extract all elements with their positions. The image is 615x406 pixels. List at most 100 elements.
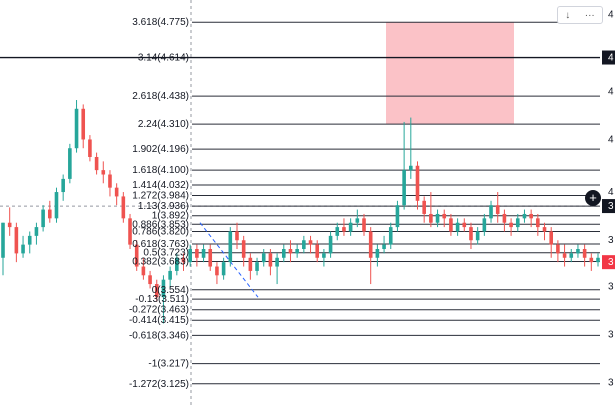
candle-body <box>134 244 139 267</box>
candle-body <box>322 253 326 258</box>
candle-body <box>114 187 119 197</box>
fib-level-label: 1.618(4.100) <box>132 165 189 176</box>
fib-level-label: 3.618(4.775) <box>132 17 189 28</box>
price-axis-tag <box>602 50 615 65</box>
candle-body <box>582 249 587 258</box>
candle-body <box>395 205 400 228</box>
fib-level-label: 1(3.892) <box>152 211 189 222</box>
candle-body <box>355 218 360 223</box>
candle-body <box>1 222 5 258</box>
candle-body <box>308 240 313 245</box>
candle-body <box>154 284 159 298</box>
candle-body <box>195 249 199 258</box>
candle-body <box>522 213 527 219</box>
candle-body <box>235 231 239 241</box>
candle-body <box>542 227 547 232</box>
candle-body <box>261 253 266 263</box>
candle-body <box>34 227 39 236</box>
highlight-zone <box>386 22 514 125</box>
candle-body <box>529 213 533 219</box>
price-axis-tick: 4 <box>608 134 614 145</box>
candle-body <box>475 231 480 241</box>
fib-level-label: 0.5(3.723) <box>143 248 189 259</box>
fib-level-label: -0.618(3.346) <box>129 330 189 341</box>
candle-body <box>429 213 433 223</box>
candle-body <box>449 218 453 232</box>
candle-body <box>348 222 353 232</box>
price-axis-tick: 3 <box>608 235 614 246</box>
price-axis-tag <box>602 199 615 214</box>
candle-body <box>228 231 233 263</box>
candle-body <box>47 209 52 219</box>
trend-line <box>199 222 259 298</box>
fib-level-label: 2.618(4.438) <box>132 91 189 102</box>
fib-level-label: -1.272(3.125) <box>129 379 189 390</box>
candle-body <box>388 227 393 245</box>
candle-body <box>362 218 366 232</box>
candle-body <box>74 108 79 149</box>
candle-body <box>569 253 574 258</box>
trend-lines-layer <box>199 222 259 298</box>
price-axis-tick: 3 <box>608 378 614 389</box>
candle-body <box>221 262 226 276</box>
candle-body <box>248 257 253 271</box>
candle-body <box>335 227 340 236</box>
candle-body <box>576 249 580 254</box>
candle-body <box>509 222 513 228</box>
candle-body <box>315 244 320 258</box>
candle-body <box>422 200 426 214</box>
candle-body <box>489 205 493 219</box>
candle-body <box>562 253 567 258</box>
candle-body <box>442 213 447 219</box>
candle-body <box>7 222 12 228</box>
price-axis-tag-label: 4 <box>608 53 614 64</box>
highlight-zone-layer <box>386 22 514 125</box>
candle-body <box>41 209 45 228</box>
candle-body <box>402 170 406 206</box>
candle-body <box>27 235 32 245</box>
fib-level-label: 0.618(3.763) <box>132 239 189 250</box>
price-axis-tag-label: 3 <box>608 257 614 268</box>
candle-body <box>549 231 554 245</box>
fib-level-label: 2.24(4.310) <box>138 119 189 130</box>
fib-level-label: -0.414(3.415) <box>129 315 189 326</box>
candle-body <box>328 235 333 254</box>
candle-body <box>469 227 473 241</box>
candle-body <box>81 108 86 140</box>
price-axis-layer: 4 4 4 4 3 3 3 3 4 3 3 <box>602 10 615 389</box>
candle-body <box>175 257 179 271</box>
candle-body <box>589 257 594 263</box>
fib-level-label: -0.272(3.463) <box>129 305 189 316</box>
candle-body <box>596 257 600 263</box>
candle-body <box>108 174 112 188</box>
candle-body <box>201 249 206 258</box>
fib-level-label: 1.902(4.196) <box>132 144 189 155</box>
candle-body <box>281 249 286 258</box>
price-axis-tag <box>602 255 615 270</box>
add-price-button[interactable]: + <box>585 190 601 206</box>
candle-body <box>502 213 507 223</box>
candle-body <box>435 213 440 223</box>
more-icon[interactable]: ··· <box>584 9 595 21</box>
price-axis-tick: 3 <box>608 329 614 340</box>
candle-body <box>515 218 520 228</box>
candle-body <box>482 218 487 232</box>
candle-body <box>14 227 19 254</box>
candle-body <box>148 275 152 285</box>
candle-body <box>181 257 186 263</box>
candle-body <box>536 218 540 228</box>
candle-body <box>94 156 99 171</box>
candle-body <box>21 244 25 254</box>
candle-body <box>288 249 293 254</box>
price-axis-tick: 4 <box>608 10 614 21</box>
arrow-down-icon[interactable]: ↓ <box>565 9 571 21</box>
candle-body <box>409 165 413 171</box>
candle-body <box>161 279 166 298</box>
candle-body <box>168 270 172 280</box>
candle-body <box>255 262 259 271</box>
candle-body <box>188 249 192 263</box>
fib-labels-layer: 3.618(4.775) 3.14(4.614) 2.618(4.438) 2.24(… <box>129 17 189 390</box>
candles-layer <box>1 100 600 324</box>
price-axis-tick: 4 <box>608 187 614 198</box>
